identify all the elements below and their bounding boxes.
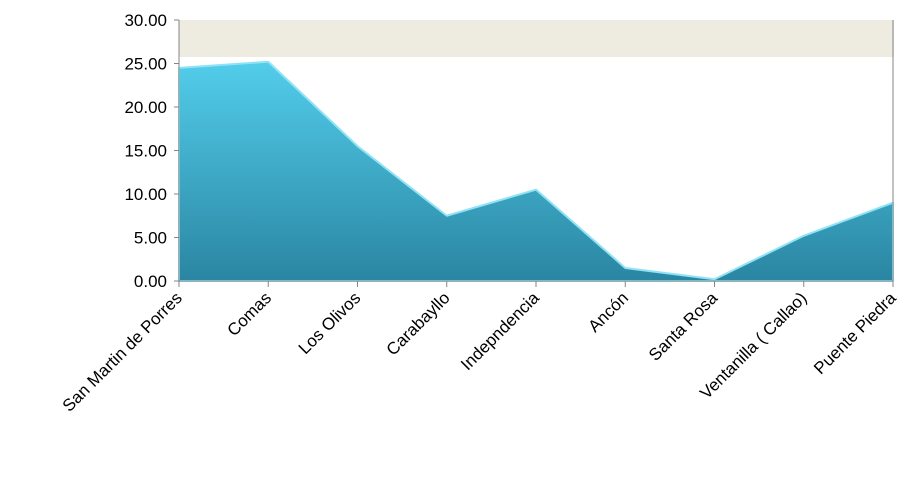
y-tick-label: 25.00 bbox=[124, 55, 167, 74]
y-tick-label: 20.00 bbox=[124, 98, 167, 117]
area bbox=[178, 60, 894, 282]
x-tick-label: Carabayllo bbox=[383, 288, 454, 359]
y-tick-label: 15.00 bbox=[124, 142, 167, 161]
x-tick-label: Los Olivos bbox=[295, 288, 365, 358]
plot-band bbox=[179, 20, 894, 57]
x-tick-label: Ancón bbox=[585, 288, 633, 336]
y-tick-label: 30.00 bbox=[124, 11, 167, 30]
x-tick-label: San Martin de Porres bbox=[59, 288, 186, 415]
x-tick-label: Comas bbox=[224, 288, 276, 340]
y-tick-label: 10.00 bbox=[124, 185, 167, 204]
x-tick-label: Indepndencia bbox=[457, 288, 543, 374]
x-tick-label: Puente Piedra bbox=[810, 288, 900, 378]
x-tick-label: Santa Rosa bbox=[645, 288, 722, 365]
y-tick-label: 0.00 bbox=[134, 272, 167, 291]
y-tick-label: 5.00 bbox=[134, 229, 167, 248]
